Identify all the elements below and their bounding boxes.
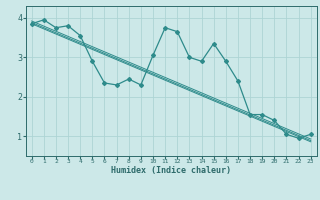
- X-axis label: Humidex (Indice chaleur): Humidex (Indice chaleur): [111, 166, 231, 175]
